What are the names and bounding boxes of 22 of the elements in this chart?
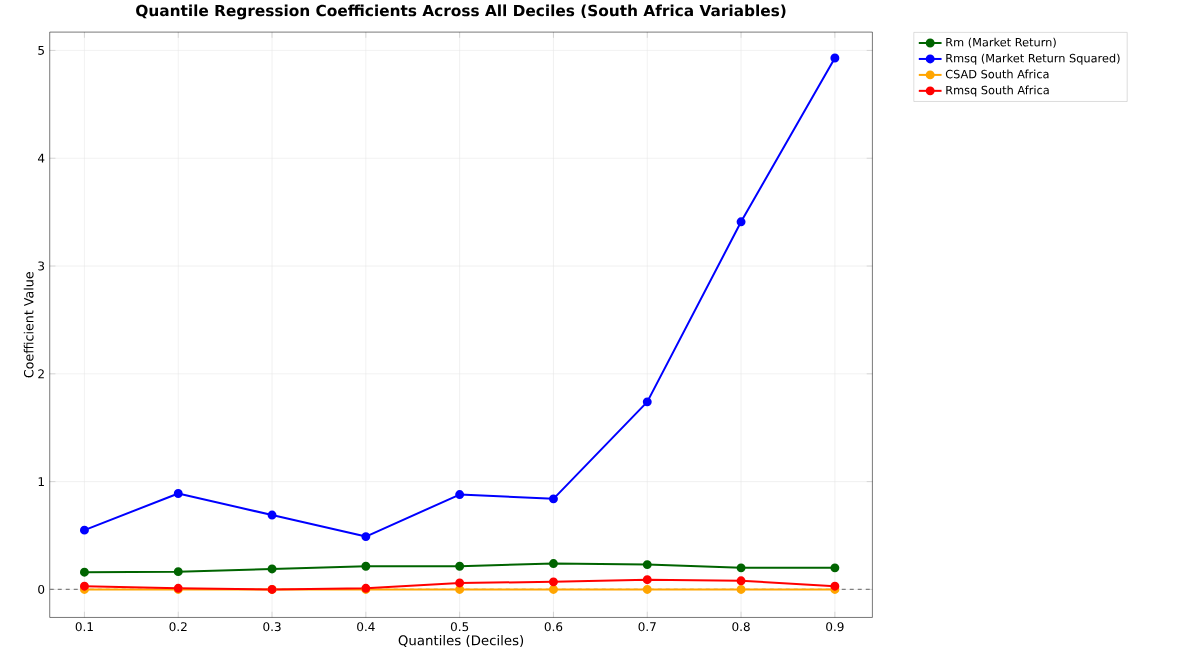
y-tick-label: 5 <box>38 45 44 55</box>
legend-label: Rmsq (Market Return Squared) <box>946 53 1120 65</box>
x-tick-label: 0.4 <box>357 622 375 632</box>
y-axis-title: Coefficient Value <box>23 271 34 378</box>
x-tick-label: 0.8 <box>732 622 750 632</box>
x-tick-label: 0.6 <box>544 622 563 632</box>
legend-label: CSAD South Africa <box>945 69 1049 79</box>
y-tick-label: 4 <box>37 153 45 163</box>
legend-label: Rmsq South Africa <box>946 85 1049 97</box>
x-tick-label: 0.5 <box>450 622 469 632</box>
x-tick-label: 0.7 <box>638 622 656 632</box>
x-tick-label: 0.3 <box>263 622 281 632</box>
legend-label: Rm (Market Return) <box>946 37 1056 48</box>
y-tick-label: 0 <box>38 584 45 594</box>
chart-title: Quantile Regression Coefficients Across All Deciles (South Africa Variables) <box>136 4 786 20</box>
x-tick-label: 0.1 <box>75 622 93 632</box>
y-tick-label: 1 <box>38 477 44 486</box>
y-tick-label: 3 <box>38 261 45 271</box>
x-axis-title: Quantiles (Deciles) <box>398 634 524 647</box>
y-tick-label: 2 <box>38 369 44 379</box>
x-tick-label: 0.2 <box>169 622 187 632</box>
x-tick-label: 0.9 <box>826 622 844 632</box>
